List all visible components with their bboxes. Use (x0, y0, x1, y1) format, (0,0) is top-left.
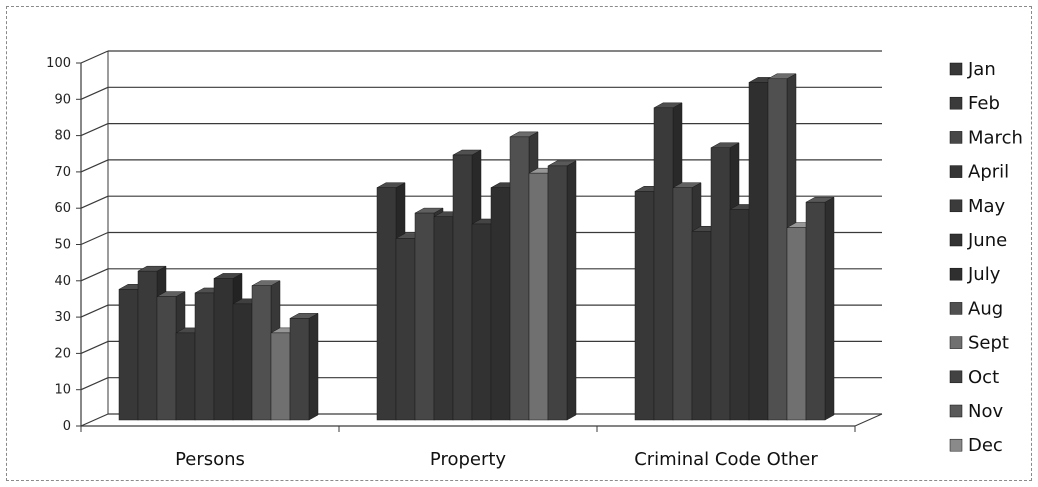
gridline-side (80, 413, 109, 427)
labels: 0 10 20 30 40 50 60 70 80 90 100 Persons Property Cri… (46, 56, 818, 470)
bar (691, 230, 712, 421)
x-tick-label: Persons (175, 449, 245, 470)
gridline-side (80, 123, 109, 137)
legend-swatch (949, 370, 963, 384)
legend: Jan Feb March April May June July Aug Sept Oct Nov… (949, 59, 1023, 456)
gridline-side (80, 268, 109, 282)
legend-label: July (967, 264, 1001, 285)
x-tick-label: Criminal Code Other (634, 449, 818, 470)
bar-side (308, 312, 319, 421)
bar (805, 201, 826, 421)
legend-label: April (968, 162, 1009, 183)
bar (490, 187, 511, 421)
gridline-side (80, 340, 109, 354)
y-tick-label: 10 (54, 383, 71, 398)
y-tick-label: 30 (54, 310, 71, 325)
bar (634, 191, 655, 421)
bar (289, 318, 310, 421)
x-tick-label: Property (430, 449, 507, 470)
y-tick-label: 0 (63, 419, 71, 434)
gridline-side (80, 231, 109, 246)
bar-side (566, 160, 577, 421)
bar (710, 147, 731, 421)
gridline-side (80, 86, 109, 100)
bar (376, 187, 397, 421)
chart-frame: 0 10 20 30 40 50 60 70 80 90 100 Persons Property Cri… (6, 6, 1032, 481)
y-tick-label: 40 (54, 274, 71, 289)
gridline-side (80, 377, 109, 391)
bar (672, 187, 693, 421)
legend-swatch (949, 165, 963, 178)
legend-label: Oct (968, 367, 999, 388)
legend-swatch (949, 233, 963, 247)
gridline-side (80, 50, 109, 64)
legend-swatch (949, 302, 963, 315)
legend-swatch (949, 96, 963, 110)
legend-swatch (949, 438, 963, 452)
bar (213, 278, 234, 421)
y-tick-label: 50 (54, 238, 71, 253)
y-tick-label: 80 (54, 129, 71, 144)
legend-swatch (949, 336, 963, 349)
legend-label: Feb (968, 93, 1000, 114)
bar (433, 216, 454, 421)
legend-label: Nov (968, 401, 1003, 422)
axes (76, 51, 883, 432)
bar (251, 285, 272, 421)
bar-chart: 0 10 20 30 40 50 60 70 80 90 100 Persons Property Cri… (46, 50, 1023, 470)
legend-label: Jan (967, 59, 996, 80)
bar (509, 136, 530, 421)
legend-swatch (949, 404, 963, 418)
legend-label: March (968, 127, 1023, 148)
y-tick-label: 90 (54, 92, 71, 107)
legend-label: Dec (968, 435, 1003, 456)
gridline-side (80, 195, 109, 209)
bar (767, 78, 788, 421)
bar (414, 212, 435, 421)
bar (194, 292, 215, 421)
legend-label: Aug (968, 298, 1003, 319)
bar (547, 165, 568, 421)
y-tick-label: 60 (54, 201, 71, 216)
bar-side (824, 196, 835, 421)
gridline-side (80, 304, 109, 318)
legend-label: May (968, 196, 1006, 217)
bar (156, 296, 177, 421)
bar (471, 223, 492, 421)
bar (137, 270, 158, 421)
bar (653, 107, 674, 421)
bar (528, 172, 549, 421)
y-tick-label: 70 (54, 165, 71, 180)
legend-label: June (967, 230, 1007, 251)
bar (748, 82, 769, 421)
bar (175, 332, 196, 421)
bar (395, 238, 416, 421)
legend-swatch (949, 62, 963, 76)
bar (729, 209, 750, 421)
legend-swatch (949, 267, 963, 281)
bar (270, 332, 291, 421)
floor-edge (854, 413, 883, 427)
legend-swatch (949, 131, 963, 144)
bar (452, 154, 473, 421)
bar (118, 289, 139, 421)
y-tick-label: 100 (46, 56, 71, 71)
bar (786, 227, 807, 421)
legend-label: Sept (968, 333, 1009, 354)
gridline-side (80, 159, 109, 173)
y-tick-label: 20 (54, 346, 71, 361)
legend-swatch (949, 199, 963, 213)
bar (232, 303, 253, 421)
bars (118, 73, 835, 421)
